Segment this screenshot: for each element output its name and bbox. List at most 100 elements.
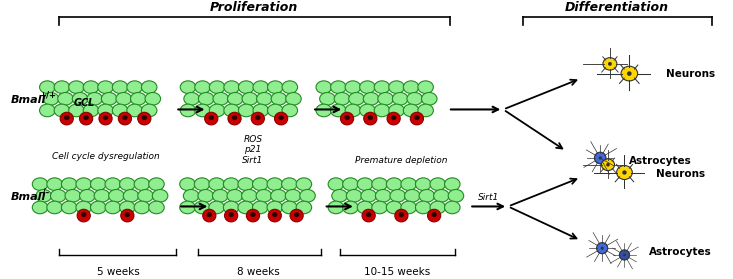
Ellipse shape [271, 92, 287, 105]
Ellipse shape [387, 112, 400, 125]
Ellipse shape [388, 104, 405, 117]
Text: +/+: +/+ [40, 90, 56, 99]
Ellipse shape [296, 178, 312, 191]
Ellipse shape [414, 115, 419, 120]
Ellipse shape [79, 112, 92, 125]
Ellipse shape [328, 201, 344, 214]
Ellipse shape [141, 104, 157, 117]
Text: -/-: -/- [40, 187, 50, 196]
Ellipse shape [257, 92, 272, 105]
Ellipse shape [418, 104, 433, 117]
Ellipse shape [418, 81, 433, 93]
Ellipse shape [125, 212, 130, 217]
Ellipse shape [112, 104, 128, 117]
Ellipse shape [184, 92, 199, 105]
Ellipse shape [403, 81, 419, 93]
Ellipse shape [395, 209, 408, 222]
Text: 5 weeks: 5 weeks [97, 267, 139, 276]
Ellipse shape [198, 189, 213, 202]
Ellipse shape [209, 178, 224, 191]
Ellipse shape [224, 104, 240, 117]
Ellipse shape [296, 201, 312, 214]
Ellipse shape [134, 178, 150, 191]
Ellipse shape [138, 189, 153, 202]
Ellipse shape [149, 178, 164, 191]
Ellipse shape [105, 178, 120, 191]
Ellipse shape [416, 201, 431, 214]
Ellipse shape [603, 58, 617, 70]
Ellipse shape [90, 178, 106, 191]
Ellipse shape [213, 189, 228, 202]
Ellipse shape [99, 112, 112, 125]
Ellipse shape [47, 178, 62, 191]
Ellipse shape [51, 189, 66, 202]
Ellipse shape [252, 178, 268, 191]
Ellipse shape [364, 92, 379, 105]
Text: Premature depletion: Premature depletion [355, 156, 448, 165]
Ellipse shape [32, 178, 48, 191]
Ellipse shape [203, 209, 216, 222]
Ellipse shape [116, 92, 131, 105]
Ellipse shape [112, 81, 128, 93]
Ellipse shape [345, 115, 350, 120]
Ellipse shape [386, 178, 402, 191]
Ellipse shape [90, 201, 106, 214]
Ellipse shape [180, 201, 195, 214]
Text: Neurons: Neurons [666, 69, 715, 79]
Ellipse shape [105, 201, 120, 214]
Ellipse shape [210, 104, 225, 117]
Ellipse shape [86, 92, 103, 105]
Ellipse shape [65, 189, 81, 202]
Ellipse shape [405, 189, 420, 202]
Text: Cell cycle dysregulation: Cell cycle dysregulation [51, 152, 159, 161]
Ellipse shape [600, 247, 604, 250]
Ellipse shape [145, 92, 161, 105]
Ellipse shape [194, 178, 210, 191]
Ellipse shape [419, 189, 435, 202]
Ellipse shape [343, 178, 358, 191]
Ellipse shape [357, 178, 373, 191]
Ellipse shape [401, 178, 416, 191]
Ellipse shape [366, 212, 372, 217]
Ellipse shape [94, 189, 110, 202]
Ellipse shape [227, 189, 243, 202]
Ellipse shape [434, 189, 449, 202]
Ellipse shape [246, 209, 259, 222]
Text: Sirt1: Sirt1 [478, 193, 499, 202]
Ellipse shape [430, 201, 446, 214]
Ellipse shape [602, 159, 614, 170]
Ellipse shape [194, 201, 210, 214]
Ellipse shape [238, 81, 254, 93]
Ellipse shape [421, 92, 437, 105]
Ellipse shape [84, 104, 99, 117]
Ellipse shape [606, 163, 610, 167]
Ellipse shape [43, 92, 59, 105]
Ellipse shape [224, 201, 239, 214]
Ellipse shape [64, 115, 70, 120]
Ellipse shape [40, 104, 55, 117]
Ellipse shape [281, 201, 297, 214]
Ellipse shape [407, 92, 422, 105]
Ellipse shape [621, 66, 638, 81]
Ellipse shape [401, 201, 416, 214]
Ellipse shape [119, 178, 135, 191]
Text: Bmall: Bmall [10, 95, 46, 105]
Ellipse shape [97, 81, 114, 93]
Ellipse shape [390, 189, 405, 202]
Ellipse shape [229, 212, 234, 217]
Ellipse shape [103, 115, 108, 120]
Ellipse shape [183, 189, 199, 202]
Ellipse shape [623, 254, 626, 256]
Ellipse shape [224, 178, 239, 191]
Ellipse shape [392, 92, 408, 105]
Ellipse shape [281, 178, 297, 191]
Ellipse shape [141, 115, 147, 120]
Ellipse shape [210, 81, 225, 93]
Ellipse shape [180, 81, 196, 93]
Ellipse shape [340, 112, 353, 125]
Ellipse shape [224, 81, 240, 93]
Ellipse shape [253, 81, 268, 93]
Ellipse shape [138, 112, 151, 125]
Ellipse shape [316, 81, 331, 93]
Ellipse shape [73, 92, 88, 105]
